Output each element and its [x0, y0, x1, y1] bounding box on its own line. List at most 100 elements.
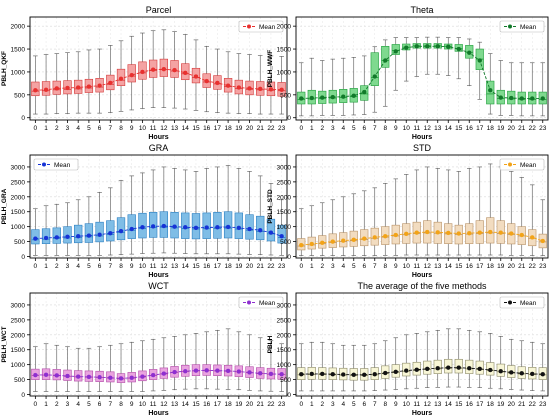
x-tick-label: 20	[246, 401, 254, 408]
x-tick-label: 15	[192, 125, 200, 132]
mean-point	[183, 70, 188, 76]
mean-point	[467, 50, 472, 55]
x-tick-label: 16	[466, 125, 474, 132]
x-tick-label: 17	[476, 263, 484, 270]
x-tick-label: 3	[66, 263, 70, 270]
mean-point	[330, 239, 335, 244]
x-tick-label: 16	[203, 401, 211, 408]
x-tick-label: 22	[267, 125, 275, 132]
legend-label: Mean	[259, 24, 276, 31]
x-tick-label: 23	[539, 125, 547, 132]
y-tick-label: 1000	[11, 362, 26, 369]
x-tick-label: 3	[331, 125, 335, 132]
mean-point	[341, 372, 346, 377]
plot-frame	[295, 292, 549, 397]
mean-point	[372, 74, 377, 79]
legend: Mean	[238, 20, 284, 33]
y-tick-label: 2500	[11, 317, 26, 324]
legend-label: Mean	[54, 162, 71, 169]
mean-point	[75, 234, 81, 239]
mean-point	[509, 95, 514, 101]
mean-point	[129, 72, 134, 78]
y-tick-label: 1000	[277, 362, 292, 369]
mean-point	[161, 223, 167, 229]
x-tick-label: 5	[87, 401, 91, 408]
mean-point	[362, 89, 367, 95]
x-tick-label: 8	[119, 125, 123, 132]
mean-point	[383, 58, 388, 63]
x-tick-label: 5	[352, 263, 356, 270]
x-tick-label: 7	[109, 125, 113, 132]
y-tick-label: 2000	[11, 332, 26, 339]
x-tick-label: 0	[299, 263, 303, 270]
mean-point	[183, 369, 188, 374]
y-tick-label: 1500	[11, 47, 26, 54]
x-tick-label: 8	[119, 401, 123, 408]
chart-title: STD	[413, 143, 432, 153]
x-tick-label: 12	[424, 125, 432, 132]
x-tick-label: 17	[214, 125, 222, 132]
mean-point	[108, 375, 113, 380]
mean-point	[477, 58, 482, 63]
mean-point	[372, 372, 377, 377]
x-tick-label: 21	[518, 401, 526, 408]
chart-title: Parcel	[146, 5, 172, 15]
x-tick-label: 23	[278, 263, 286, 270]
mean-point	[279, 234, 284, 239]
mean-point	[204, 225, 209, 230]
y-tick-label: 0	[287, 115, 291, 122]
mean-point	[97, 83, 102, 88]
x-tick-label: 22	[529, 125, 537, 132]
chart-title: GRA	[149, 143, 169, 153]
mean-point	[86, 374, 92, 380]
mean-point	[118, 76, 124, 82]
x-axis-label: Hours	[412, 272, 432, 279]
x-tick-label: 21	[518, 125, 526, 132]
plot-area	[296, 17, 548, 120]
mean-point	[362, 236, 367, 241]
mean-point	[341, 94, 346, 99]
mean-point	[247, 370, 252, 375]
x-tick-label: 3	[66, 401, 70, 408]
x-tick-label: 2	[55, 263, 59, 270]
mean-point	[204, 78, 209, 84]
x-tick-label: 5	[352, 125, 356, 132]
x-tick-label: 4	[341, 125, 345, 132]
mean-point	[86, 84, 92, 89]
mean-point	[225, 83, 231, 88]
x-tick-label: 15	[455, 401, 463, 408]
mean-point	[193, 74, 199, 79]
mean-point	[161, 66, 167, 72]
mean-point	[108, 80, 113, 86]
x-tick-label: 22	[267, 263, 275, 270]
x-tick-label: 17	[214, 263, 222, 270]
mean-point	[498, 95, 503, 100]
x-tick-label: 2	[320, 401, 324, 408]
mean-point	[268, 87, 274, 92]
mean-point	[320, 240, 325, 245]
y-tick-label: 1500	[277, 347, 292, 354]
box	[106, 220, 115, 242]
y-tick-label: 2000	[11, 24, 26, 31]
x-tick-label: 8	[119, 263, 123, 270]
mean-point	[150, 372, 156, 378]
x-tick-label: 18	[487, 125, 495, 132]
legend: Mean	[238, 296, 284, 309]
y-tick-label: 1500	[11, 347, 26, 354]
mean-point	[43, 372, 49, 378]
x-tick-label: 1	[44, 125, 48, 132]
x-tick-label: 1	[310, 125, 314, 132]
x-tick-label: 16	[203, 263, 211, 270]
mean-point	[404, 45, 409, 50]
x-tick-label: 3	[66, 125, 70, 132]
x-axis-label: Hours	[148, 272, 168, 279]
mean-point	[456, 46, 461, 52]
box	[84, 223, 94, 243]
mean-point	[33, 372, 38, 378]
mean-point	[404, 368, 409, 373]
x-tick-label: 6	[362, 263, 366, 270]
mean-point	[393, 369, 398, 375]
x-tick-label: 18	[224, 125, 232, 132]
mean-point	[258, 371, 263, 376]
x-tick-label: 12	[424, 263, 432, 270]
